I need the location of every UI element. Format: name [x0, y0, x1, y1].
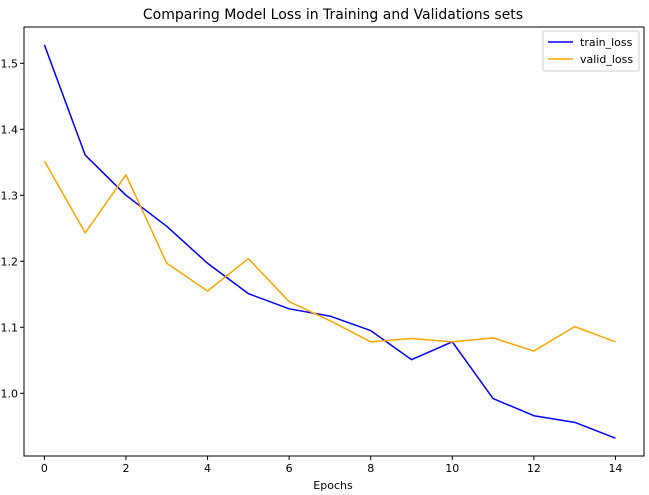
x-tick-label: 0 — [41, 462, 48, 475]
plot-frame — [23, 26, 645, 457]
series-line-train-loss — [43, 44, 616, 439]
y-tick-label: 1.4 — [1, 123, 19, 136]
y-tick-label: 1.1 — [1, 321, 19, 334]
x-tick-label: 6 — [286, 462, 293, 475]
y-tick-label: 1.3 — [1, 189, 19, 202]
x-tick-label: 2 — [122, 462, 129, 475]
plot-area: 0 2 4 6 8 10 12 14 1.0 1.1 1.2 1.3 1.4 1.5 train_lossv… — [1, 26, 645, 475]
y-tick-label: 1.2 — [1, 255, 19, 268]
chart-title: Comparing Model Loss in Training and Val… — [143, 7, 523, 23]
x-tick-label: 10 — [445, 462, 459, 475]
y-tick-label: 1.0 — [1, 387, 19, 400]
x-tick-label: 12 — [527, 462, 541, 475]
legend-label-valid-loss: valid_loss — [580, 53, 633, 66]
series-line-valid-loss — [43, 160, 616, 352]
y-tick-label: 1.5 — [1, 57, 19, 70]
legend-box — [542, 30, 640, 72]
x-tick-label: 14 — [608, 462, 622, 475]
legend-label-train-loss: train_loss — [580, 36, 633, 49]
x-axis-label: Epochs — [313, 479, 353, 492]
x-tick-label: 8 — [367, 462, 374, 475]
x-tick-label: 4 — [204, 462, 211, 475]
